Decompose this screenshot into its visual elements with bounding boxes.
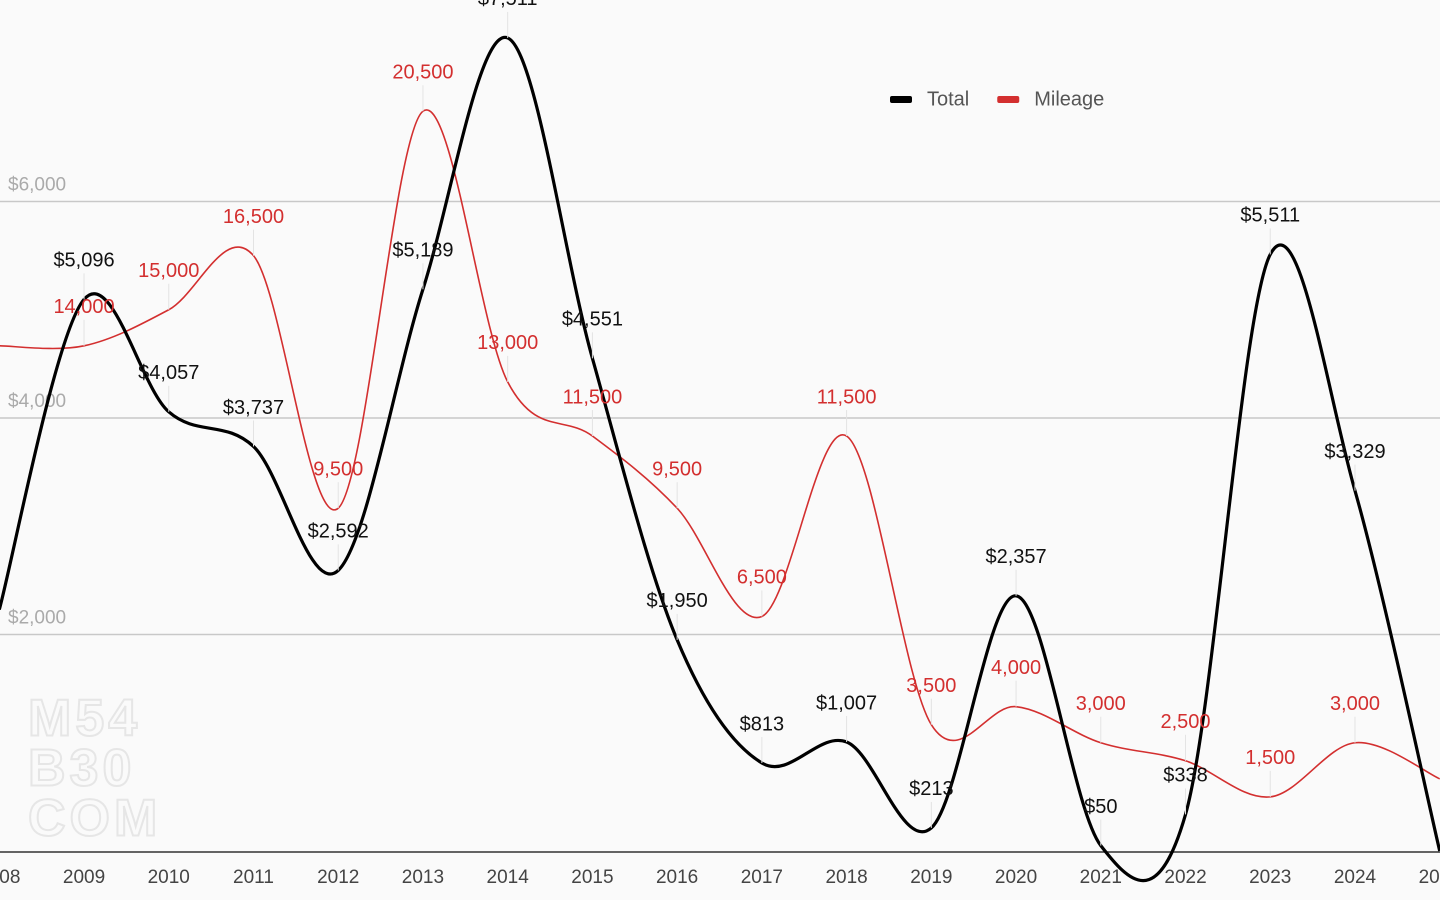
data-label: $338 xyxy=(1163,765,1208,787)
x-tick-label: 2010 xyxy=(148,867,190,888)
data-label: $50 xyxy=(1084,796,1117,818)
watermark: M54 xyxy=(28,690,141,748)
x-tick-label: 2009 xyxy=(63,867,105,888)
x-tick-label: 2013 xyxy=(402,867,444,888)
data-label: $5,189 xyxy=(392,240,453,262)
data-label: $3,737 xyxy=(223,397,284,419)
data-label: 13,000 xyxy=(477,332,538,354)
data-label: $5,511 xyxy=(1240,205,1300,227)
x-tick-label: 2018 xyxy=(825,867,867,888)
y-tick-label: $4,000 xyxy=(8,391,66,412)
x-tick-label: 2015 xyxy=(571,867,613,888)
x-tick-label: 2019 xyxy=(910,867,952,888)
data-label: 9,500 xyxy=(313,458,363,480)
x-tick-label: 2012 xyxy=(317,867,359,888)
data-label: 4,000 xyxy=(991,657,1041,679)
data-label: $2,357 xyxy=(985,546,1046,568)
data-label: 1,500 xyxy=(1245,747,1295,769)
data-label: $4,551 xyxy=(562,309,623,331)
data-label: $3,329 xyxy=(1324,441,1385,463)
x-tick-label: 2017 xyxy=(741,867,783,888)
x-tick-label: 2024 xyxy=(1334,867,1377,888)
data-label: 20,500 xyxy=(392,62,453,84)
data-label: $5,096 xyxy=(53,250,114,272)
x-tick-label: 2021 xyxy=(1080,867,1122,888)
legend-label: Total xyxy=(927,88,969,110)
data-label: 11,500 xyxy=(563,386,623,408)
data-label: 11,500 xyxy=(817,386,877,408)
data-label: 14,000 xyxy=(53,296,114,318)
data-label: 3,500 xyxy=(906,675,956,697)
data-label: 9,500 xyxy=(652,458,702,480)
data-label: 6,500 xyxy=(737,567,787,589)
x-tick-label: 2025 xyxy=(1419,867,1440,888)
x-tick-label: 2008 xyxy=(0,867,20,888)
watermark: B30 xyxy=(28,740,135,798)
data-label: $213 xyxy=(909,778,954,800)
x-tick-label: 2020 xyxy=(995,867,1037,888)
data-label: $4,057 xyxy=(138,362,199,384)
data-label: $2,592 xyxy=(308,521,369,543)
x-tick-label: 2022 xyxy=(1164,867,1206,888)
series-line xyxy=(0,36,1440,883)
legend-swatch xyxy=(997,96,1020,103)
data-label: 3,000 xyxy=(1330,693,1380,715)
legend-swatch xyxy=(890,96,912,103)
y-tick-label: $2,000 xyxy=(8,608,66,629)
x-tick-label: 2023 xyxy=(1249,867,1291,888)
data-label: $7,511 xyxy=(478,0,538,10)
data-label: $813 xyxy=(740,713,785,735)
watermark: COM xyxy=(28,790,161,848)
data-label: 3,000 xyxy=(1076,693,1126,715)
y-tick-label: $6,000 xyxy=(8,175,66,196)
data-label: 2,500 xyxy=(1160,711,1210,733)
x-tick-label: 2011 xyxy=(233,867,274,888)
data-label: 16,500 xyxy=(223,206,284,228)
legend-label: Mileage xyxy=(1034,88,1104,110)
x-tick-label: 2016 xyxy=(656,867,698,888)
data-label: $1,007 xyxy=(816,692,877,714)
data-label: 15,000 xyxy=(138,260,199,282)
data-label: $1,950 xyxy=(647,590,708,612)
x-tick-label: 2014 xyxy=(487,867,530,888)
